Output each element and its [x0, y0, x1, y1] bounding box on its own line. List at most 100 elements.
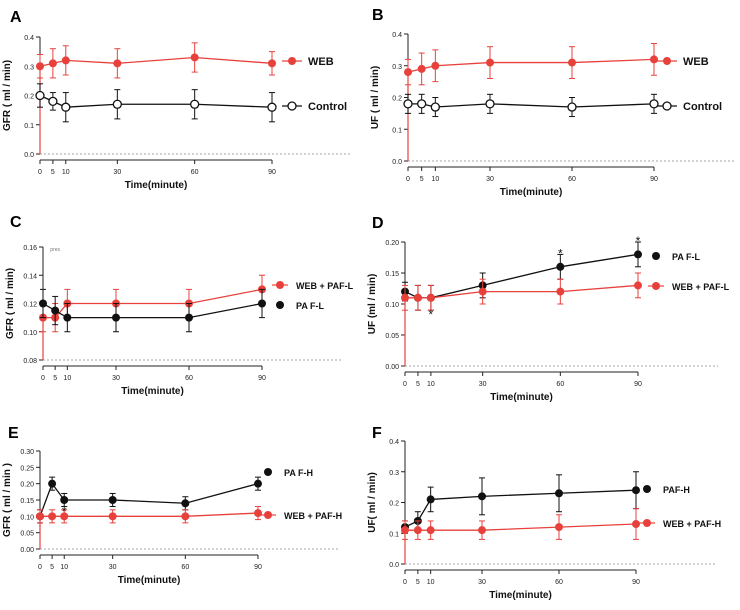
- x-tick-label: 10: [427, 381, 435, 388]
- data-point: [430, 102, 440, 112]
- x-tick-label: 10: [60, 564, 68, 571]
- chart-panel-c: C 0.08 0.10 0.12 0.14 0.16 GFR ( ml / min) 0 5 10…: [5, 214, 354, 397]
- y-axis-label: GFR ( ml / min ): [2, 463, 13, 537]
- data-point: [417, 99, 427, 109]
- legend-label: Control: [683, 101, 722, 113]
- annotation: *: [636, 234, 641, 248]
- x-axis-label: Time(minute): [121, 386, 184, 397]
- x-axis-label: Time(minute): [125, 180, 188, 191]
- x-tick-label: 5: [53, 375, 57, 382]
- series-web-paf-l: [401, 272, 642, 311]
- y-tick-label: 0.1: [24, 123, 34, 130]
- legend-entry: WEB + PAF-H: [639, 519, 721, 529]
- y-tick-label: 0.30: [20, 449, 34, 456]
- legend-entry: WEB + PAF-L: [272, 281, 354, 291]
- y-tick-label: 0.2: [392, 96, 402, 103]
- y-axis-label: GFR ( ml / min): [5, 268, 16, 339]
- series-line: [39, 482, 259, 517]
- y-tick-label: 0.0: [392, 159, 402, 166]
- data-point: [60, 512, 69, 521]
- x-axis-label: Time(minute): [118, 575, 181, 586]
- series-line: [42, 302, 263, 319]
- annotation: pres: [50, 247, 60, 253]
- x-tick-label: 5: [420, 176, 424, 183]
- data-point: [634, 250, 642, 259]
- data-point: [632, 486, 640, 495]
- series-line: [407, 58, 655, 73]
- series-line: [404, 489, 637, 528]
- panel-letter: C: [10, 214, 22, 231]
- y-tick-label: 0.00: [385, 364, 399, 371]
- data-point: [112, 313, 120, 322]
- data-point: [401, 526, 409, 535]
- data-point: [48, 96, 58, 106]
- x-axis-label: Time(minute): [490, 392, 553, 403]
- x-tick-label: 5: [51, 169, 55, 176]
- data-point: [112, 99, 122, 109]
- x-tick-label: 10: [431, 176, 439, 183]
- data-point: [254, 479, 262, 488]
- x-tick-label: 30: [113, 169, 121, 176]
- x-tick-label: 10: [427, 579, 435, 586]
- data-point: [478, 526, 486, 535]
- x-tick-label: 60: [181, 564, 189, 571]
- legend-marker: [643, 519, 651, 527]
- legend-marker: [652, 252, 660, 260]
- y-axis-label: UF (ml / min): [367, 274, 378, 335]
- series-line: [405, 523, 637, 531]
- y-tick-label: 0.0: [389, 562, 399, 569]
- data-point: [403, 99, 413, 109]
- legend-marker: [276, 301, 284, 309]
- x-tick-label: 5: [50, 564, 54, 571]
- x-tick-label: 60: [555, 579, 563, 586]
- legend-marker: [643, 485, 651, 493]
- data-point: [61, 102, 71, 112]
- legend-entry: PA F-H: [264, 468, 313, 478]
- data-point: [267, 102, 277, 112]
- y-tick-label: 0.25: [20, 465, 34, 472]
- y-axis-label: GFR ( ml / min): [2, 60, 13, 131]
- x-tick-label: 60: [568, 176, 576, 183]
- annotation: *: [558, 247, 563, 261]
- data-point: [649, 99, 659, 109]
- annotation: *: [62, 504, 67, 518]
- y-tick-label: 0.4: [24, 35, 34, 42]
- legend-label: WEB + PAF-L: [672, 282, 730, 292]
- x-tick-label: 30: [112, 375, 120, 382]
- series-line: [43, 288, 263, 319]
- data-point: [48, 512, 57, 521]
- data-point: [555, 489, 563, 498]
- series-control: [35, 83, 277, 123]
- data-point: [51, 306, 60, 315]
- data-point: [404, 68, 412, 77]
- legend-entry: PA F-L: [276, 301, 324, 311]
- legend-entry: WEB: [282, 56, 334, 68]
- x-tick-label: 90: [258, 375, 266, 382]
- legend-marker: [264, 468, 272, 476]
- data-point: [567, 102, 577, 112]
- panel-letter: E: [8, 425, 19, 442]
- data-point: [486, 58, 494, 67]
- y-tick-label: 0.2: [389, 501, 399, 508]
- x-axis-label: Time(minute): [500, 187, 563, 198]
- y-axis-label: UF( ml / min): [367, 472, 378, 533]
- y-tick-label: 0.12: [23, 302, 37, 309]
- data-point: [61, 56, 70, 65]
- series-control: [403, 93, 659, 118]
- data-point: [268, 59, 276, 68]
- series-web: [36, 42, 276, 79]
- data-point: [63, 313, 72, 322]
- data-point: [108, 496, 117, 504]
- data-point: [413, 293, 422, 302]
- y-tick-label: 0.20: [385, 240, 399, 247]
- legend-entry: Control: [657, 101, 722, 113]
- legend-marker: [662, 101, 672, 111]
- data-point: [556, 287, 565, 296]
- x-tick-label: 90: [632, 579, 640, 586]
- y-tick-label: 0.2: [24, 94, 34, 101]
- annotation: *: [429, 307, 434, 321]
- legend-label: WEB + PAF-L: [296, 281, 354, 291]
- legend-entry: PAF-H: [643, 485, 690, 495]
- x-tick-label: 60: [556, 381, 564, 388]
